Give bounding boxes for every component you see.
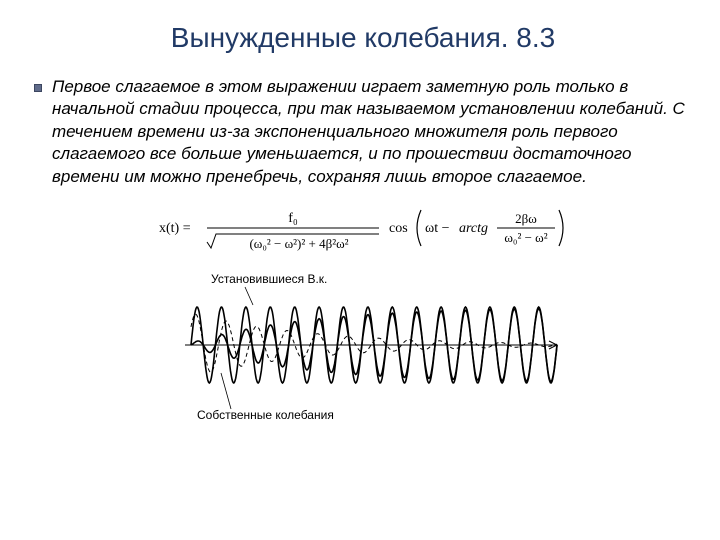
slide: Вынужденные колебания. 8.3 Первое слагае… bbox=[0, 0, 720, 540]
formula: x(t) = f₀ (ω₀² − ω²)² + 4β²ω² cos ωt − arctg 2… bbox=[34, 198, 692, 259]
svg-text:ωt −: ωt − bbox=[425, 221, 450, 236]
svg-text:cos: cos bbox=[389, 221, 408, 236]
svg-text:2βω: 2βω bbox=[515, 211, 537, 226]
figure-svg: Установившиеся В.к. Собственные колебания bbox=[163, 265, 563, 425]
svg-text:x(t) =: x(t) = bbox=[159, 221, 191, 236]
figure: Установившиеся В.к. Собственные колебания bbox=[34, 265, 692, 430]
svg-text:f₀: f₀ bbox=[288, 211, 298, 226]
svg-text:Собственные колебания: Собственные колебания bbox=[197, 408, 334, 422]
svg-text:ω₀² − ω²: ω₀² − ω² bbox=[504, 230, 547, 245]
paragraph: Первое слагаемое в этом выражении играет… bbox=[52, 76, 692, 188]
svg-text:arctg: arctg bbox=[459, 221, 488, 236]
bullet-row: Первое слагаемое в этом выражении играет… bbox=[34, 76, 692, 188]
svg-text:Установившиеся В.к.: Установившиеся В.к. bbox=[211, 272, 327, 286]
bullet-icon bbox=[34, 84, 42, 92]
formula-svg: x(t) = f₀ (ω₀² − ω²)² + 4β²ω² cos ωt − arctg 2… bbox=[153, 198, 573, 254]
slide-title: Вынужденные колебания. 8.3 bbox=[34, 22, 692, 54]
svg-text:(ω₀² − ω²)² + 4β²ω²: (ω₀² − ω²)² + 4β²ω² bbox=[249, 236, 348, 251]
